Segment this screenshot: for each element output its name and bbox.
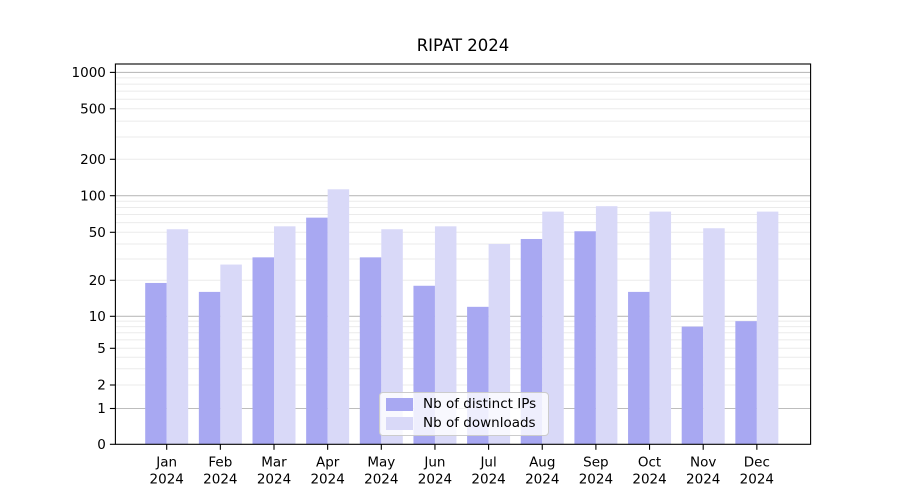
y-tick-label-500: 500 [80, 102, 106, 118]
y-tick-label-10: 10 [89, 309, 106, 325]
x-tick-label-year-nov: 2024 [686, 472, 720, 488]
x-tick-label-year-jun: 2024 [418, 472, 452, 488]
bar-distinct-ips-sep [574, 231, 596, 445]
y-tick-label-1: 1 [97, 401, 106, 417]
bar-downloads-dec [756, 211, 779, 445]
bar-downloads-apr [327, 189, 350, 445]
bar-downloads-nov [703, 228, 725, 445]
bar-downloads-jan [166, 229, 189, 445]
x-tick-label-month-may: May [367, 455, 395, 471]
y-tick-label-200: 200 [80, 152, 106, 168]
legend-item-downloads: Nb of downloads [386, 414, 540, 431]
x-tick-label-year-apr: 2024 [310, 472, 344, 488]
plot-frame [114, 63, 812, 445]
x-tick-label-month-oct: Oct [638, 455, 661, 471]
y-tick-label-2: 2 [97, 378, 106, 394]
y-tick-label-100: 100 [80, 188, 106, 204]
bar-downloads-jun [434, 226, 457, 445]
x-tick-label-year-mar: 2024 [257, 472, 291, 488]
x-tick-label-year-dec: 2024 [740, 472, 774, 488]
bar-distinct-ips-dec [735, 321, 757, 445]
x-tick-label-year-jan: 2024 [150, 472, 184, 488]
x-tick-label-month-jun: Jun [423, 455, 445, 471]
legend-swatch-downloads [386, 416, 413, 430]
x-tick-label-month-mar: Mar [261, 455, 287, 471]
bar-distinct-ips-oct [628, 291, 650, 445]
bar-downloads-sep [595, 206, 618, 445]
bar-distinct-ips-nov [681, 326, 704, 445]
bar-distinct-ips-may [359, 257, 382, 445]
bar-downloads-aug [542, 211, 564, 445]
legend: Nb of distinct IPs Nb of downloads [379, 392, 549, 436]
y-tick-label-5: 5 [97, 341, 106, 357]
bar-distinct-ips-jan [145, 282, 167, 445]
legend-swatch-distinct-ips [386, 398, 413, 412]
x-tick-label-month-nov: Nov [690, 455, 716, 471]
bar-distinct-ips-feb [198, 291, 221, 445]
y-tick-label-0: 0 [97, 437, 106, 453]
x-tick-label-month-jan: Jan [155, 455, 177, 471]
x-tick-label-year-aug: 2024 [525, 472, 559, 488]
chart-title: RIPAT 2024 [416, 36, 510, 55]
x-tick-label-year-feb: 2024 [203, 472, 237, 488]
bar-downloads-may [381, 229, 403, 445]
y-tick-label-20: 20 [89, 273, 106, 289]
bar-distinct-ips-apr [306, 217, 328, 445]
x-tick-label-year-may: 2024 [364, 472, 398, 488]
bar-downloads-feb [220, 264, 242, 445]
x-tick-label-month-dec: Dec [744, 455, 770, 471]
legend-label-downloads: Nb of downloads [423, 414, 536, 431]
bar-downloads-oct [649, 211, 672, 445]
x-tick-label-month-feb: Feb [208, 455, 232, 471]
bar-distinct-ips-mar [252, 257, 274, 445]
x-tick-label-month-apr: Apr [316, 455, 340, 471]
y-tick-label-1000: 1000 [72, 65, 106, 81]
x-tick-label-month-aug: Aug [529, 455, 555, 471]
x-tick-label-year-jul: 2024 [471, 472, 505, 488]
y-tick-label-50: 50 [89, 225, 106, 241]
x-tick-label-month-jul: Jul [479, 455, 496, 471]
x-tick-label-year-sep: 2024 [579, 472, 613, 488]
x-tick-label-month-sep: Sep [583, 455, 608, 471]
bar-downloads-mar [274, 226, 296, 445]
legend-item-distinct-ips: Nb of distinct IPs [386, 396, 540, 412]
x-tick-label-year-oct: 2024 [632, 472, 666, 488]
legend-label-distinct-ips: Nb of distinct IPs [423, 396, 537, 412]
